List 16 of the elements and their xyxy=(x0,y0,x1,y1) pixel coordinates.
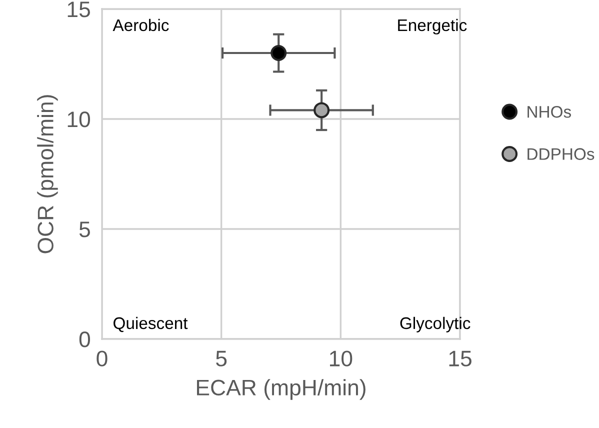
x-tick-label: 10 xyxy=(330,350,352,366)
annotation: Glycolytic xyxy=(400,316,470,332)
y-tick-label: 15 xyxy=(68,2,90,18)
x-tick-label: 0 xyxy=(96,350,108,366)
legend-label: NHOs xyxy=(528,106,571,118)
x-tick-label: 5 xyxy=(216,350,227,366)
x-tick-label: 15 xyxy=(449,350,472,366)
annotation: Energetic xyxy=(398,18,467,34)
x-axis-title: ECAR (mpH/min) xyxy=(197,379,366,400)
annotation: Quiescent xyxy=(114,316,188,332)
y-tick-label: 5 xyxy=(79,222,90,238)
y-tick-label: 0 xyxy=(79,332,90,348)
y-axis-title: OCR (pmol/min) xyxy=(37,95,58,254)
legend-label: DDPHOs xyxy=(528,148,594,160)
y-tick-label: 10 xyxy=(68,112,90,128)
annotation: Aerobic xyxy=(112,18,169,32)
